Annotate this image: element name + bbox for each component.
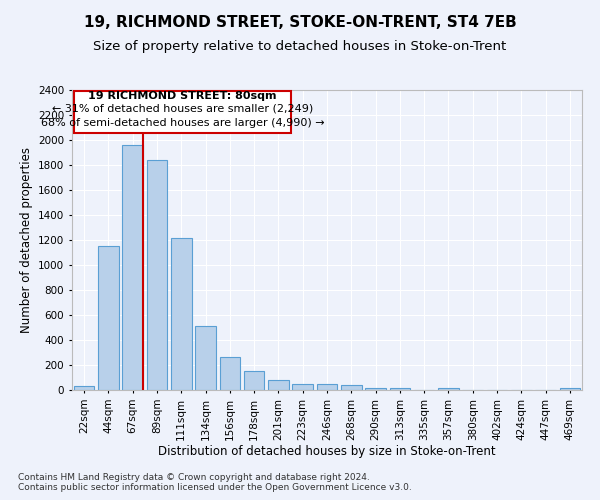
Text: 68% of semi-detached houses are larger (4,990) →: 68% of semi-detached houses are larger (…	[41, 118, 325, 128]
Text: ← 31% of detached houses are smaller (2,249): ← 31% of detached houses are smaller (2,…	[52, 104, 313, 114]
Bar	[195, 326, 216, 390]
Y-axis label: Number of detached properties: Number of detached properties	[20, 147, 32, 333]
Bar	[171, 238, 191, 390]
Text: Contains HM Land Registry data © Crown copyright and database right 2024.: Contains HM Land Registry data © Crown c…	[18, 474, 370, 482]
Text: 19, RICHMOND STREET, STOKE-ON-TRENT, ST4 7EB: 19, RICHMOND STREET, STOKE-ON-TRENT, ST4…	[83, 15, 517, 30]
Text: 19 RICHMOND STREET: 80sqm: 19 RICHMOND STREET: 80sqm	[88, 91, 277, 101]
Bar	[389, 388, 410, 390]
Bar	[268, 380, 289, 390]
Bar	[438, 388, 459, 390]
X-axis label: Distribution of detached houses by size in Stoke-on-Trent: Distribution of detached houses by size …	[158, 446, 496, 458]
Bar	[560, 388, 580, 390]
Text: Size of property relative to detached houses in Stoke-on-Trent: Size of property relative to detached ho…	[94, 40, 506, 53]
Bar	[146, 160, 167, 390]
Bar	[74, 90, 290, 133]
Bar	[98, 246, 119, 390]
Bar	[365, 388, 386, 390]
Bar	[244, 370, 265, 390]
Bar	[292, 384, 313, 390]
Bar	[74, 386, 94, 390]
Bar	[220, 357, 240, 390]
Bar	[317, 384, 337, 390]
Text: Contains public sector information licensed under the Open Government Licence v3: Contains public sector information licen…	[18, 484, 412, 492]
Bar	[341, 385, 362, 390]
Bar	[122, 145, 143, 390]
